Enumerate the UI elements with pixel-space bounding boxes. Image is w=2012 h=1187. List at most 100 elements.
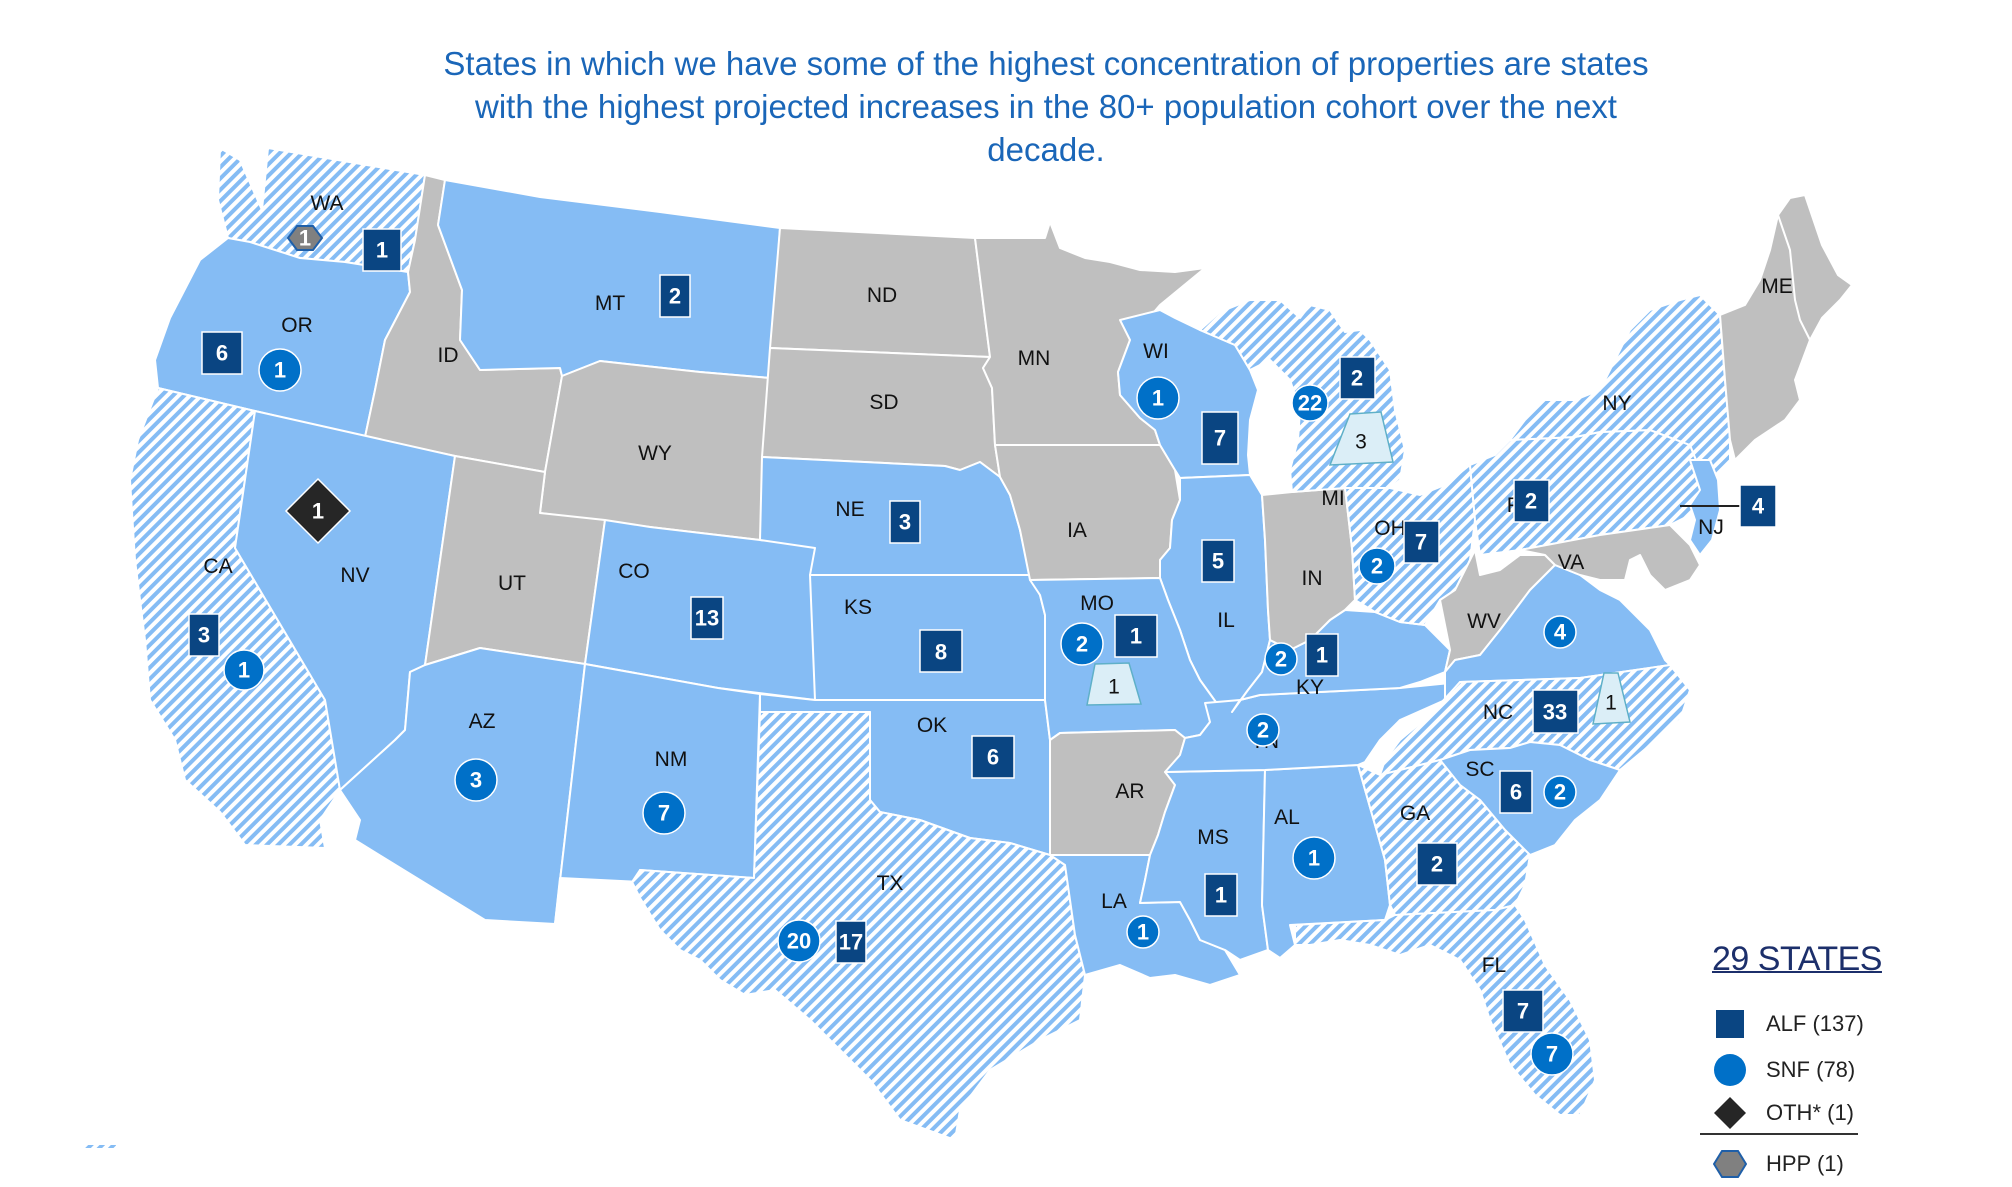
snf-marker-AL[interactable]: 1 — [1292, 836, 1336, 880]
snf-marker-SC[interactable]: 2 — [1543, 775, 1577, 809]
hpp-hexagon-icon — [1713, 1150, 1747, 1178]
svg-text:1: 1 — [1108, 676, 1120, 699]
svg-text:8: 8 — [935, 640, 947, 665]
svg-text:7: 7 — [1214, 426, 1226, 451]
legend-label-hpp: HPP (1) — [1766, 1151, 1844, 1176]
svg-text:6: 6 — [1510, 780, 1522, 805]
label-VA: VA — [1558, 551, 1584, 574]
alf-marker-OR[interactable]: 6 — [201, 331, 243, 375]
snf-circle-icon — [1714, 1054, 1746, 1086]
legend-label-oth: OTH* (1) — [1766, 1100, 1854, 1125]
alf-marker-FL[interactable]: 7 — [1502, 989, 1544, 1033]
state-NJ[interactable] — [1689, 459, 1721, 556]
trapezoid-marker-MI[interactable]: 3 — [1328, 411, 1394, 466]
snf-marker-LA[interactable]: 1 — [1126, 915, 1160, 949]
label-AL: AL — [1274, 806, 1300, 829]
svg-text:2: 2 — [1351, 366, 1363, 391]
svg-text:2: 2 — [1554, 780, 1566, 805]
trapezoid-marker-MO[interactable]: 1 — [1086, 662, 1142, 706]
svg-text:1: 1 — [1130, 624, 1142, 649]
state-MT[interactable] — [437, 179, 781, 379]
alf-marker-WA[interactable]: 1 — [362, 228, 402, 272]
alf-marker-IL[interactable]: 5 — [1201, 539, 1235, 583]
label-UT: UT — [498, 572, 526, 595]
snf-marker-CA[interactable]: 1 — [223, 649, 265, 691]
svg-text:2: 2 — [1371, 554, 1383, 579]
alf-marker-TX[interactable]: 17 — [835, 920, 867, 964]
alf-marker-PA[interactable]: 2 — [1513, 479, 1550, 523]
svg-text:1: 1 — [1308, 846, 1320, 871]
snf-marker-AZ[interactable]: 3 — [454, 758, 498, 802]
svg-text:1: 1 — [274, 358, 286, 383]
hpp-marker-WA[interactable]: 1 — [286, 225, 324, 251]
alf-marker-MT[interactable]: 2 — [659, 274, 691, 318]
svg-text:3: 3 — [1355, 431, 1367, 454]
snf-marker-FL[interactable]: 7 — [1530, 1032, 1574, 1076]
snf-marker-NM[interactable]: 7 — [642, 791, 686, 835]
label-NY: NY — [1602, 392, 1631, 415]
svg-text:17: 17 — [839, 930, 863, 955]
snf-marker-TN[interactable]: 2 — [1246, 713, 1280, 747]
alf-marker-CA[interactable]: 3 — [188, 613, 220, 657]
alf-marker-MI[interactable]: 2 — [1339, 356, 1376, 400]
label-ME: ME — [1761, 275, 1793, 298]
oth-marker-NV[interactable]: 1 — [284, 477, 352, 545]
map-title: States in which we have some of the high… — [0, 42, 2012, 171]
state-ME[interactable] — [1777, 194, 1853, 341]
snf-marker-WI[interactable]: 1 — [1136, 376, 1180, 420]
trapezoid-marker-NC[interactable]: 1 — [1592, 672, 1631, 725]
label-MI: MI — [1321, 487, 1344, 510]
alf-marker-KY[interactable]: 1 — [1305, 633, 1339, 677]
label-NV: NV — [340, 564, 369, 587]
svg-text:7: 7 — [1415, 530, 1427, 555]
alf-marker-MS[interactable]: 1 — [1204, 873, 1238, 917]
alf-marker-OH[interactable]: 7 — [1403, 520, 1440, 564]
label-FL: FL — [1482, 954, 1507, 977]
alf-marker-NE[interactable]: 3 — [889, 500, 921, 544]
label-MS: MS — [1197, 826, 1229, 849]
svg-text:1: 1 — [238, 658, 250, 683]
svg-text:2: 2 — [1431, 852, 1443, 877]
label-TX: TX — [877, 872, 904, 895]
alf-marker-WI[interactable]: 7 — [1201, 411, 1239, 465]
snf-marker-KY[interactable]: 2 — [1264, 642, 1298, 676]
alf-marker-NJ[interactable]: 4 — [1739, 484, 1777, 528]
snf-marker-TX[interactable]: 20 — [777, 919, 821, 963]
svg-text:1: 1 — [1605, 692, 1617, 715]
label-AR: AR — [1115, 780, 1144, 803]
hatch-swatch — [84, 1145, 116, 1148]
snf-marker-MO[interactable]: 2 — [1060, 622, 1104, 666]
state-MD-DE — [1519, 524, 1701, 591]
alf-marker-GA[interactable]: 2 — [1416, 842, 1458, 886]
snf-marker-MI[interactable]: 22 — [1291, 384, 1329, 422]
legend: 29 STATES ALF (137) SNF (78) OTH* (1) HP… — [1700, 940, 1940, 1187]
svg-text:4: 4 — [1554, 620, 1567, 645]
label-LA: LA — [1101, 890, 1127, 913]
legend-label-snf: SNF (78) — [1766, 1057, 1856, 1082]
svg-text:1: 1 — [299, 226, 311, 251]
svg-text:1: 1 — [1316, 643, 1328, 668]
svg-text:3: 3 — [198, 623, 210, 648]
alf-marker-CO[interactable]: 13 — [690, 596, 724, 640]
svg-text:2: 2 — [1257, 718, 1269, 743]
state-FL[interactable] — [1294, 904, 1596, 1116]
alf-marker-MO[interactable]: 1 — [1114, 614, 1158, 658]
label-ID: ID — [438, 344, 459, 367]
snf-marker-VA[interactable]: 4 — [1543, 615, 1577, 649]
label-IN: IN — [1302, 567, 1323, 590]
label-GA: GA — [1400, 802, 1430, 825]
alf-marker-KS[interactable]: 8 — [919, 629, 963, 673]
label-WV: WV — [1467, 610, 1501, 633]
label-NM: NM — [655, 748, 688, 771]
svg-text:2: 2 — [1525, 489, 1537, 514]
alf-marker-NC[interactable]: 33 — [1532, 689, 1579, 734]
alf-marker-OK[interactable]: 6 — [971, 735, 1015, 779]
svg-text:22: 22 — [1298, 391, 1322, 416]
snf-marker-OH[interactable]: 2 — [1358, 547, 1396, 585]
label-CA: CA — [203, 555, 232, 578]
snf-marker-OR[interactable]: 1 — [258, 348, 302, 392]
alf-marker-SC[interactable]: 6 — [1499, 770, 1533, 814]
label-KY: KY — [1296, 676, 1324, 699]
state-GA[interactable] — [1357, 759, 1531, 916]
label-OK: OK — [917, 714, 947, 737]
